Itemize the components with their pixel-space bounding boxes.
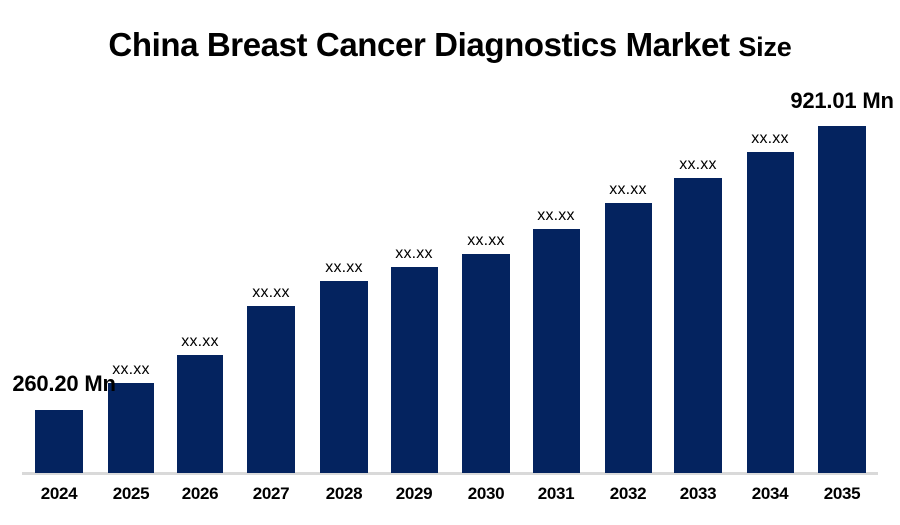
x-axis-label-2028: 2028 — [325, 484, 363, 503]
bar-2032 — [605, 203, 652, 473]
x-axis-label-2025: 2025 — [112, 484, 150, 503]
bar-2027 — [247, 306, 295, 473]
x-axis-label-2035: 2035 — [823, 484, 861, 503]
bar-2028 — [320, 281, 368, 473]
bar-value-label-2028: xx.xx — [325, 259, 363, 276]
bar-value-label-2025: xx.xx — [112, 361, 150, 378]
x-axis-label-2034: 2034 — [751, 484, 789, 503]
bar-value-label-2029: xx.xx — [395, 245, 433, 262]
bar-2026 — [177, 355, 223, 473]
x-axis-label-2024: 2024 — [40, 484, 78, 503]
bar-2033 — [674, 178, 722, 473]
bar-2031 — [533, 229, 580, 473]
x-axis-line — [22, 472, 878, 475]
bar-2035 — [818, 126, 866, 473]
bar-2029 — [391, 267, 438, 473]
bar-value-label-2032: xx.xx — [609, 181, 647, 198]
bar-2034 — [747, 152, 794, 473]
bar-value-label-2031: xx.xx — [537, 207, 575, 224]
chart-title: China Breast Cancer Diagnostics Market S… — [0, 26, 900, 64]
x-axis-label-2029: 2029 — [395, 484, 433, 503]
bar-value-label-2034: xx.xx — [751, 130, 789, 147]
bar-value-label-2027: xx.xx — [252, 284, 290, 301]
bar-value-label-2033: xx.xx — [679, 156, 717, 173]
x-axis-label-2031: 2031 — [537, 484, 575, 503]
bar-2030 — [462, 254, 510, 473]
bar-2024 — [35, 410, 83, 473]
x-axis-label-2026: 2026 — [181, 484, 219, 503]
x-axis-label-2027: 2027 — [252, 484, 290, 503]
bar-2025 — [108, 383, 154, 473]
x-axis-label-2033: 2033 — [679, 484, 717, 503]
bar-value-label-2024: 260.20 Mn — [12, 371, 116, 396]
bar-value-label-2035: 921.01 Mn — [790, 88, 894, 113]
bar-value-label-2026: xx.xx — [181, 333, 219, 350]
bar-value-label-2030: xx.xx — [467, 232, 505, 249]
chart-title-main: China Breast Cancer Diagnostics Market — [108, 26, 730, 63]
chart-title-suffix: Size — [738, 32, 792, 62]
x-axis-label-2032: 2032 — [609, 484, 647, 503]
x-axis-label-2030: 2030 — [467, 484, 505, 503]
